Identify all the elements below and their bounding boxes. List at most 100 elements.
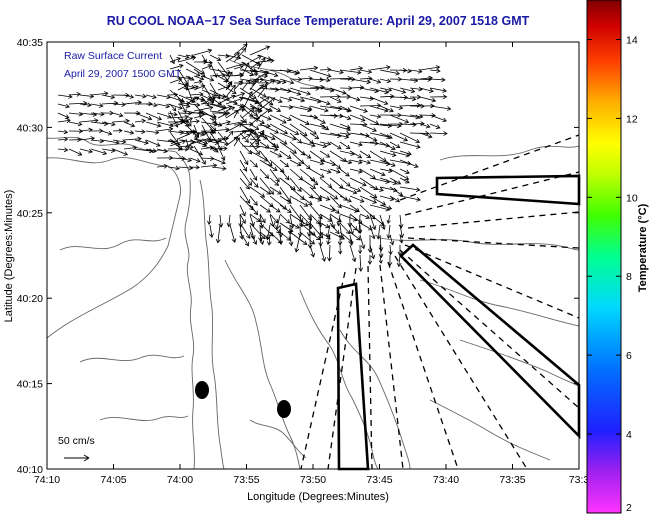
current-vector (177, 55, 197, 63)
current-vector (249, 105, 263, 112)
current-vector (169, 57, 182, 63)
current-vector (309, 96, 331, 106)
current-vector (369, 123, 393, 129)
current-vector (209, 72, 227, 78)
current-vector (239, 224, 245, 240)
current-vector (167, 92, 179, 98)
current-vector (241, 144, 260, 150)
current-vector (259, 204, 271, 213)
colorbar-tick-label: 10 (626, 192, 638, 204)
current-vector (379, 195, 395, 202)
current-vector (269, 214, 275, 228)
current-vector (429, 87, 447, 93)
current-vector (399, 122, 417, 127)
current-vector (167, 111, 178, 117)
depth-contour (47, 157, 181, 339)
current-vector (249, 204, 259, 216)
current-vector (177, 144, 194, 150)
current-vector (239, 78, 258, 84)
current-vector (233, 92, 246, 98)
current-vector (217, 120, 231, 126)
current-vector (359, 195, 378, 204)
current-vector (289, 214, 295, 229)
current-vector (169, 77, 183, 84)
bathymetry-contours (47, 59, 579, 469)
current-vector (429, 123, 441, 129)
depth-contour (459, 339, 579, 387)
current-vector (269, 68, 292, 74)
current-vector (339, 231, 353, 243)
current-vector (209, 145, 219, 153)
current-vector (226, 214, 232, 228)
current-vector (309, 244, 316, 258)
current-vector (379, 204, 393, 211)
current-vector (339, 195, 352, 203)
current-vector (318, 214, 323, 228)
current-vector (185, 75, 195, 81)
current-vector (239, 186, 251, 204)
current-vector (378, 254, 383, 264)
x-tick-label: 73:40 (433, 474, 459, 486)
current-vector (101, 94, 116, 100)
current-vector (211, 139, 229, 146)
map-plot-area: Raw Surface Current April 29, 2007 1500 … (46, 41, 581, 471)
current-vector (79, 102, 92, 108)
current-vector (249, 195, 258, 206)
current-vector (379, 168, 393, 174)
current-vector (239, 87, 257, 99)
current-vector (269, 159, 285, 173)
current-vector (379, 159, 396, 167)
y-tick-label: 40:10 (17, 464, 43, 476)
current-vector (337, 234, 343, 246)
current-vector (156, 126, 174, 132)
y-axis: 40:35 40:30 40:25 40:20 40:15 40:10 Latitude … (3, 37, 579, 476)
current-vector (249, 55, 262, 63)
radar-beam-line (399, 249, 580, 409)
current-vector (349, 195, 365, 203)
current-vector (134, 118, 147, 124)
current-vector (339, 123, 351, 130)
colorbar-tick-label: 8 (626, 271, 632, 283)
current-vector (347, 214, 353, 228)
current-vector (259, 114, 272, 121)
current-vector (349, 141, 363, 147)
current-vector (339, 168, 350, 177)
y-tick-label: 40:35 (17, 37, 43, 49)
current-vector (185, 85, 199, 91)
current-vector (225, 123, 243, 133)
colorbar-tick-label: 6 (626, 350, 632, 362)
current-vector (319, 132, 342, 139)
x-tick-label: 73:35 (499, 474, 525, 486)
current-vector (279, 231, 291, 241)
current-vector (399, 141, 421, 149)
current-vector (249, 224, 256, 240)
current-vector (369, 214, 377, 231)
current-vector (185, 110, 206, 117)
current-vector (239, 150, 249, 166)
current-vector (169, 138, 183, 151)
current-vector (308, 214, 314, 230)
current-vector (123, 94, 135, 99)
current-vector (238, 214, 244, 228)
x-axis: 74:10 74:05 74:00 73:55 73:50 73:45 73:40 73:35… (34, 42, 589, 503)
x-tick-label: 74:05 (100, 474, 126, 486)
current-vector (288, 234, 294, 247)
current-vector (309, 114, 326, 124)
x-axis-label: Longitude (Degrees:Minutes) (247, 491, 389, 503)
current-vector (249, 69, 270, 76)
current-vector (419, 132, 433, 139)
current-vector (185, 139, 203, 147)
current-vector (299, 231, 316, 245)
sensor-site-marker (195, 381, 209, 399)
current-vector (339, 141, 351, 150)
current-vector (398, 214, 404, 229)
current-vector (278, 224, 284, 238)
current-vector (211, 157, 226, 165)
current-vector (217, 53, 230, 59)
current-vector (319, 77, 331, 83)
colorbar-tick-label: 14 (626, 34, 638, 46)
current-vector (297, 224, 303, 238)
current-vector (359, 150, 372, 159)
current-vector (429, 77, 446, 83)
current-vector (112, 102, 126, 107)
